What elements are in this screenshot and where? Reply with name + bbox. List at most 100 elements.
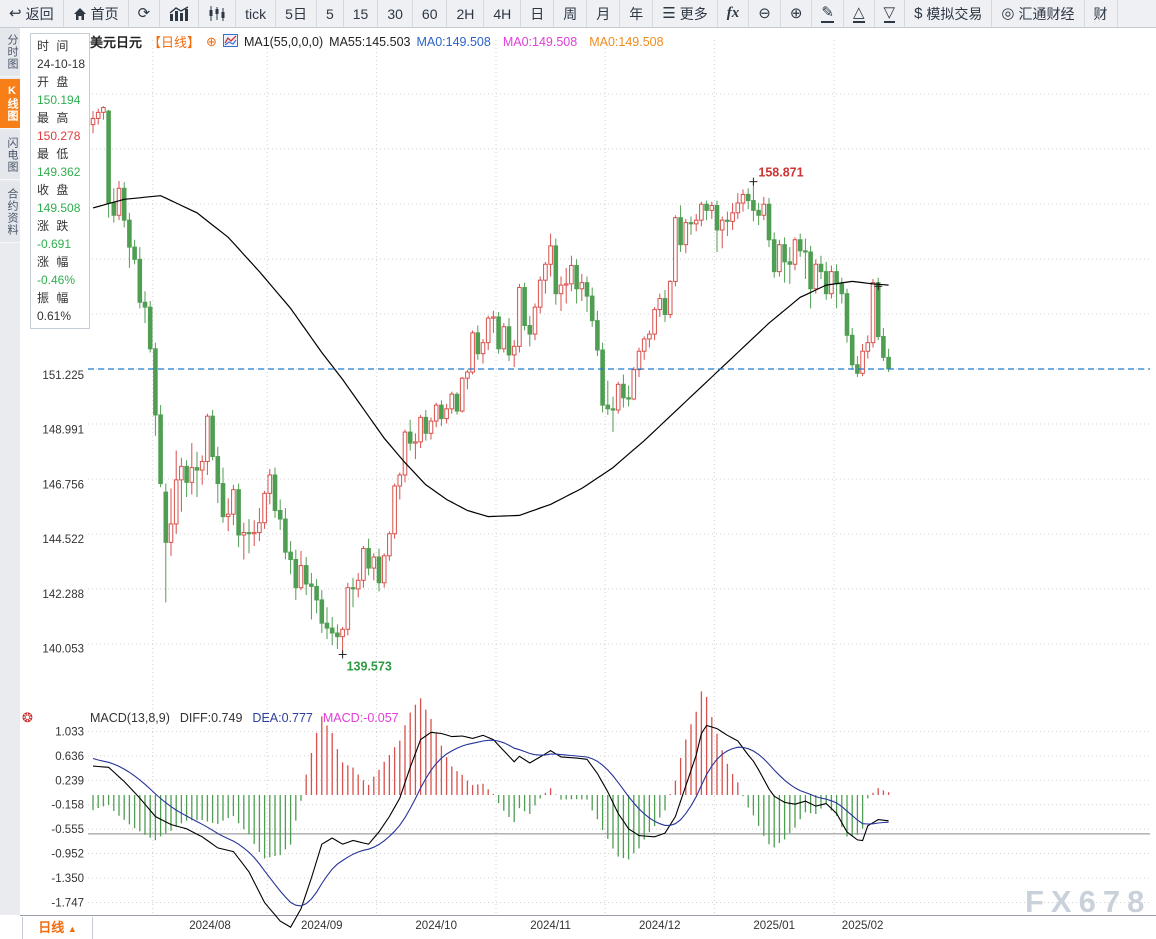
candle[interactable] — [225, 498, 231, 532]
candle[interactable] — [860, 343, 865, 377]
candle[interactable] — [246, 519, 252, 554]
candle[interactable] — [236, 483, 241, 548]
candle[interactable] — [683, 218, 689, 254]
candle[interactable] — [548, 233, 553, 277]
candle[interactable] — [111, 188, 117, 223]
refresh-button[interactable]: ⟳ — [129, 0, 161, 27]
candle[interactable] — [782, 237, 787, 283]
candle[interactable] — [444, 403, 449, 424]
candle[interactable] — [886, 348, 891, 373]
candle[interactable] — [277, 499, 283, 531]
candle[interactable] — [709, 201, 715, 219]
candle[interactable] — [511, 340, 517, 368]
period-month-button[interactable]: 月 — [587, 0, 621, 27]
candle[interactable] — [361, 546, 366, 588]
candle[interactable] — [121, 182, 127, 228]
candle[interactable] — [730, 203, 735, 230]
more-button[interactable]: ☰ 更多 — [653, 0, 718, 27]
candle[interactable] — [485, 315, 491, 351]
home-button[interactable]: 首页 — [64, 0, 129, 27]
candle[interactable] — [267, 468, 273, 505]
candle[interactable] — [496, 312, 501, 354]
candle[interactable] — [605, 380, 611, 415]
candle[interactable] — [631, 367, 637, 401]
candle[interactable] — [298, 550, 304, 591]
candle[interactable] — [340, 626, 345, 655]
candle[interactable] — [595, 310, 600, 357]
candle[interactable] — [725, 211, 730, 237]
candle[interactable] — [522, 282, 527, 331]
candle[interactable] — [262, 490, 267, 529]
tab-time-chart[interactable]: 分时图 — [0, 28, 20, 77]
candle[interactable] — [345, 582, 351, 636]
candle[interactable] — [558, 276, 564, 311]
candle[interactable] — [454, 392, 460, 415]
candle[interactable] — [449, 391, 455, 414]
candle[interactable] — [90, 111, 96, 134]
period-5d-button[interactable]: 5日 — [276, 0, 317, 27]
candle[interactable] — [381, 553, 387, 588]
candle[interactable] — [423, 410, 429, 441]
candle[interactable] — [132, 239, 137, 265]
candle[interactable] — [688, 216, 694, 235]
candle[interactable] — [272, 467, 278, 518]
candle[interactable] — [823, 261, 829, 300]
candle[interactable] — [189, 443, 195, 495]
candle[interactable] — [293, 549, 299, 600]
period-2h-button[interactable]: 2H — [447, 0, 485, 27]
candle[interactable] — [761, 196, 767, 221]
candle[interactable] — [220, 467, 226, 523]
candle[interactable] — [376, 548, 382, 592]
candle[interactable] — [719, 216, 725, 249]
candle[interactable] — [179, 457, 184, 512]
candle[interactable] — [875, 277, 881, 341]
candle[interactable] — [319, 590, 325, 633]
zoom-out-button[interactable]: ⊖ — [749, 0, 781, 27]
candle[interactable] — [787, 247, 793, 284]
candle[interactable] — [517, 283, 522, 353]
candle[interactable] — [537, 276, 543, 314]
period-60-button[interactable]: 60 — [413, 0, 448, 27]
candle[interactable] — [881, 327, 886, 362]
candle[interactable] — [699, 201, 704, 227]
candle[interactable] — [491, 310, 496, 333]
candle[interactable] — [553, 238, 559, 305]
candle[interactable] — [506, 318, 512, 362]
candle[interactable] — [475, 325, 481, 360]
candle[interactable] — [543, 261, 548, 294]
candle[interactable] — [257, 508, 262, 542]
candle[interactable] — [413, 433, 418, 460]
bar-chart-button[interactable] — [160, 0, 200, 27]
candle[interactable] — [501, 323, 507, 353]
period-4h-button[interactable]: 4H — [484, 0, 522, 27]
candle[interactable] — [215, 446, 221, 504]
candle[interactable] — [366, 538, 371, 576]
period-15-button[interactable]: 15 — [344, 0, 379, 27]
candle[interactable] — [387, 531, 392, 561]
candle[interactable] — [241, 522, 247, 560]
candle[interactable] — [865, 335, 871, 359]
demo-trading-button[interactable]: $ 模拟交易 — [905, 0, 993, 27]
candle[interactable] — [589, 287, 595, 327]
candle[interactable] — [803, 238, 808, 279]
candle[interactable] — [314, 579, 319, 614]
candle[interactable] — [751, 181, 756, 222]
candle[interactable] — [355, 572, 361, 598]
candle[interactable] — [667, 280, 673, 319]
candle[interactable] — [101, 106, 106, 120]
add-indicator-icon[interactable]: ⊕ — [206, 33, 217, 49]
candle[interactable] — [309, 572, 314, 620]
candle[interactable] — [839, 277, 845, 304]
candle[interactable] — [693, 214, 699, 232]
candle[interactable] — [127, 212, 132, 268]
candle[interactable] — [371, 553, 377, 581]
period-year-button[interactable]: 年 — [620, 0, 654, 27]
candle[interactable] — [142, 291, 148, 324]
candle[interactable] — [574, 259, 579, 304]
candle[interactable] — [231, 484, 236, 526]
candle[interactable] — [527, 315, 533, 347]
candle[interactable] — [95, 108, 101, 125]
period-week-button[interactable]: 周 — [554, 0, 588, 27]
period-5-button[interactable]: 5 — [317, 0, 344, 27]
candle[interactable] — [137, 247, 143, 309]
